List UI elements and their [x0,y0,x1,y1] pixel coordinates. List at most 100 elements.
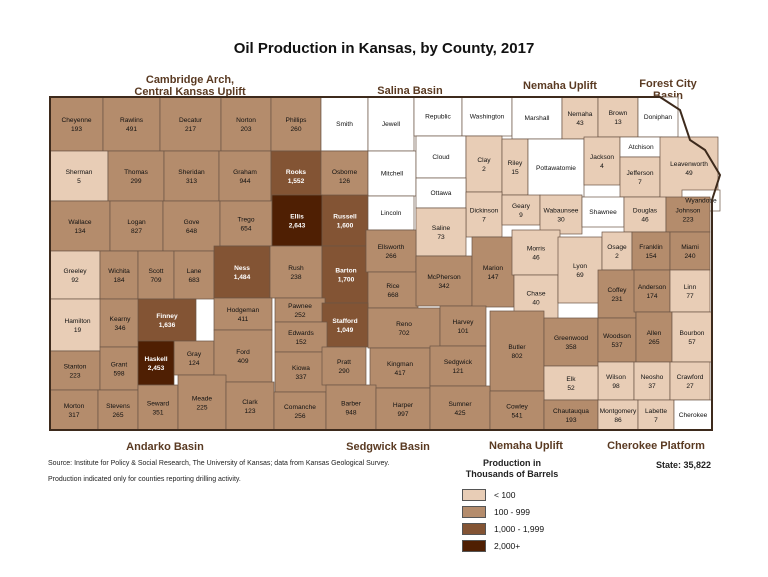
county-value-label: 147 [487,274,498,281]
county-bourbon [671,311,713,363]
county-name-label: Ness [234,265,250,272]
county-finney [137,298,197,342]
county-name-label: Edwards [288,330,314,337]
county-name-label: Hamilton [64,318,90,325]
county-name-label: Hodgeman [227,307,260,314]
county-name-label: Rooks [286,169,306,176]
county-name-label: Republic [425,114,451,121]
county-ness [213,245,271,299]
county-kearny [99,298,141,348]
county-value-label: 411 [238,316,249,323]
county-jefferson [619,156,661,198]
county-name-label: Ellsworth [378,244,405,251]
county-cloud [415,135,467,179]
county-name-label: Meade [192,396,212,403]
county-stevens [97,389,139,431]
county-name-label: Saline [432,225,451,232]
county-value-label: 223 [682,217,693,224]
county-name-label: Franklin [639,244,663,251]
county-name-label: McPherson [427,274,461,281]
county-name-label: Crawford [677,374,704,381]
county-name-label: Sherman [66,169,93,176]
county-value-label: 27 [686,383,694,390]
county-value-label: 19 [74,327,82,334]
county-edwards [274,321,328,353]
county-greeley [49,250,101,300]
county-name-label: Gray [187,351,202,358]
county-name-label: Stevens [106,403,131,410]
county-value-label: 598 [113,371,124,378]
county-marion [471,236,515,308]
county-name-label: Shawnee [589,209,617,216]
county-value-label: 337 [295,374,306,381]
county-value-label: 203 [240,126,251,133]
county-barton [321,245,371,304]
county-value-label: 346 [114,325,125,332]
legend-item: < 100 [462,489,516,501]
county-name-label: Comanche [284,404,316,411]
county-name-label: Kiowa [292,365,310,372]
county-name-label: Reno [396,321,412,328]
county-brown [597,96,639,138]
county-name-label: Nemaha [568,111,593,118]
county-comanche [273,391,327,431]
county-value-label: 49 [685,170,693,177]
legend-title: Production in Thousands of Barrels [452,458,572,480]
county-name-label: Clay [477,157,491,164]
county-name-label: Riley [508,160,523,167]
state-border [49,96,722,431]
county-sumner [429,385,491,431]
county-name-label: Cherokee [679,412,708,419]
county-johnson [665,196,711,233]
county-name-label: Cloud [432,154,450,161]
legend-title-line2: Thousands of Barrels [465,469,559,479]
region-label-nemaha-bottom: Nemaha Uplift [489,440,563,452]
county-pratt [321,346,367,386]
county-name-label: Stafford [332,318,357,325]
county-name-label: Russell [333,214,357,221]
county-phillips [270,96,322,152]
county-name-label: Greeley [63,268,87,275]
county-value-label: 541 [511,413,522,420]
region-label-andarko: Andarko Basin [126,441,204,453]
county-russell [321,194,369,247]
county-graham [218,150,272,202]
county-name-label: Greenwood [554,335,588,342]
county-name-label: Finney [156,313,178,320]
county-name-label: Ottawa [431,190,452,197]
county-value-label: 827 [131,228,142,235]
legend-label: 1,000 - 1,999 [494,524,545,534]
county-name-label: Barber [341,401,362,408]
county-value-label: 944 [239,178,250,185]
county-value-label: 265 [648,339,659,346]
county-name-label: Elk [566,376,576,383]
county-wilson [597,361,635,401]
county-name-label: Lyon [573,263,587,270]
county-value-label: 152 [295,339,306,346]
county-sedgwick [429,345,487,387]
county-value-label: 290 [338,368,349,375]
state-outline [49,96,722,431]
county-name-label: Seward [147,401,170,408]
county-value-label: 1,700 [338,277,355,284]
county-name-label: Anderson [638,284,667,291]
county-cherokee [673,399,713,431]
legend-item: 100 - 999 [462,506,530,518]
county-value-label: 57 [688,339,696,346]
county-name-label: Pottawatomie [536,165,576,172]
county-name-label: Chase [526,291,545,298]
county-value-label: 358 [565,344,576,351]
county-value-label: 2 [482,166,486,173]
county-name-label: Pawnee [288,303,312,310]
county-value-label: 124 [188,360,199,367]
region-label-cambridge-line1: Cambridge Arch, [145,74,235,86]
county-geary [501,194,541,226]
county-decatur [159,96,222,152]
county-name-label: Geary [512,203,531,210]
county-value-label: 2,453 [148,365,165,372]
county-value-label: 5 [77,178,81,185]
county-name-label: Brown [609,110,628,117]
county-value-label: 7 [638,179,642,186]
legend-swatch [462,523,486,535]
